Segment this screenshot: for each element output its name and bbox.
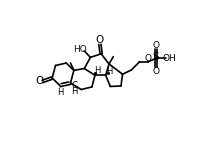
Text: OH: OH [162, 54, 176, 63]
Text: S: S [153, 52, 159, 62]
Text: O: O [153, 41, 160, 50]
Text: O: O [145, 54, 152, 63]
Text: C: C [71, 82, 77, 90]
Text: O: O [153, 67, 160, 76]
Text: H: H [106, 67, 113, 76]
Text: HO: HO [73, 45, 87, 54]
Text: O: O [96, 35, 104, 45]
Text: H: H [94, 66, 100, 75]
Text: H: H [71, 87, 78, 96]
Text: O: O [35, 76, 43, 86]
Text: H: H [57, 88, 64, 97]
